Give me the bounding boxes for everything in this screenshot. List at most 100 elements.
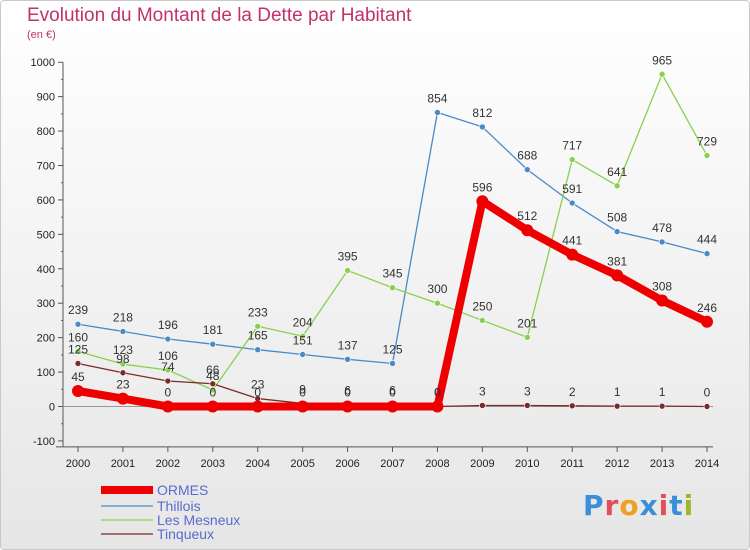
data-point xyxy=(479,402,486,409)
y-tick-label: 500 xyxy=(37,229,55,241)
data-label: 9 xyxy=(299,382,306,396)
data-label: 0 xyxy=(209,386,216,400)
data-label: 478 xyxy=(652,221,672,235)
data-point xyxy=(206,400,219,413)
x-tick-label: 2013 xyxy=(650,458,674,470)
data-point xyxy=(299,332,306,340)
data-point xyxy=(299,351,306,358)
data-point xyxy=(434,299,441,307)
data-label: 441 xyxy=(562,234,582,248)
data-point xyxy=(389,360,396,367)
y-tick-label: 700 xyxy=(37,160,55,172)
data-point xyxy=(703,250,711,257)
logo-letter: o xyxy=(619,489,640,522)
data-label: 6 xyxy=(389,383,396,397)
data-point xyxy=(568,199,576,207)
x-tick-label: 2011 xyxy=(560,458,584,470)
legend-label: Thillois xyxy=(157,498,201,514)
y-tick-label: 400 xyxy=(37,264,55,276)
y-tick-label: 600 xyxy=(37,195,55,207)
data-point xyxy=(613,228,621,235)
data-point xyxy=(658,238,666,246)
data-label: 0 xyxy=(389,386,396,400)
data-point xyxy=(296,400,309,413)
logo-letter: i xyxy=(683,489,695,522)
data-point xyxy=(164,366,172,374)
data-label: 596 xyxy=(472,180,492,194)
x-tick-label: 2012 xyxy=(605,458,629,470)
y-tick-label: -100 xyxy=(33,436,55,448)
data-point xyxy=(566,248,579,261)
data-label: 345 xyxy=(382,267,402,281)
data-point xyxy=(74,360,82,367)
data-label: 48 xyxy=(206,369,220,383)
data-label: 151 xyxy=(293,334,313,348)
y-tick-label: 200 xyxy=(37,333,55,345)
data-point xyxy=(74,320,82,328)
data-point xyxy=(164,335,172,343)
data-point xyxy=(74,348,82,355)
data-label: 125 xyxy=(68,342,88,356)
logo-letter: x xyxy=(639,489,659,522)
data-point xyxy=(479,123,486,131)
x-tick-label: 2009 xyxy=(470,458,494,470)
data-point xyxy=(431,400,444,413)
logo-letter: r xyxy=(604,489,620,522)
y-tick-label: 900 xyxy=(37,92,55,104)
data-label: 66 xyxy=(206,363,220,377)
data-point xyxy=(344,267,351,274)
data-point xyxy=(521,224,534,237)
data-label: 591 xyxy=(562,182,582,196)
x-tick-label: 2008 xyxy=(425,458,449,470)
data-label: 308 xyxy=(652,279,672,293)
data-point xyxy=(72,385,84,398)
data-point xyxy=(611,269,624,282)
data-label: 0 xyxy=(434,386,441,400)
data-label: 250 xyxy=(472,299,492,313)
logo-letter: i xyxy=(658,489,670,522)
data-point xyxy=(658,70,666,78)
x-tick-label: 2006 xyxy=(335,458,359,470)
data-label: 965 xyxy=(652,53,672,67)
data-point xyxy=(434,109,441,116)
data-label: 204 xyxy=(293,315,313,329)
series-line-les-mesneux xyxy=(526,73,708,338)
x-tick-label: 2000 xyxy=(66,458,90,470)
data-label: 854 xyxy=(427,91,447,105)
data-point xyxy=(613,402,621,410)
data-label: 444 xyxy=(697,233,717,247)
data-label: 6 xyxy=(344,383,351,397)
x-tick-label: 2005 xyxy=(290,458,314,470)
data-label: 812 xyxy=(472,106,492,120)
data-label: 300 xyxy=(427,282,447,296)
data-label: 23 xyxy=(251,378,265,392)
data-label: 641 xyxy=(607,165,627,179)
data-label: 1 xyxy=(614,385,621,399)
data-point xyxy=(116,392,129,405)
data-label: 688 xyxy=(517,149,537,163)
data-label: 0 xyxy=(165,386,172,400)
data-label: 165 xyxy=(248,329,268,343)
data-label: 98 xyxy=(116,352,130,366)
data-label: 381 xyxy=(607,254,627,268)
data-point xyxy=(476,195,489,208)
data-point xyxy=(119,360,127,368)
data-label: 181 xyxy=(203,323,223,337)
data-point xyxy=(119,328,127,335)
data-label: 0 xyxy=(299,386,306,400)
data-label: 729 xyxy=(697,135,717,149)
data-label: 123 xyxy=(113,343,133,357)
y-tick-label: 300 xyxy=(37,298,55,310)
data-label: 246 xyxy=(697,301,717,315)
data-point xyxy=(119,369,127,377)
data-label: 74 xyxy=(161,360,175,374)
data-point xyxy=(703,403,711,410)
x-tick-label: 2002 xyxy=(156,458,180,470)
x-tick-label: 2007 xyxy=(380,458,404,470)
data-label: 160 xyxy=(68,330,88,344)
data-point xyxy=(523,402,531,409)
chart-title: Evolution du Montant de la Dette par Hab… xyxy=(27,5,412,26)
data-label: 137 xyxy=(338,338,358,352)
x-tick-label: 2010 xyxy=(515,458,539,470)
